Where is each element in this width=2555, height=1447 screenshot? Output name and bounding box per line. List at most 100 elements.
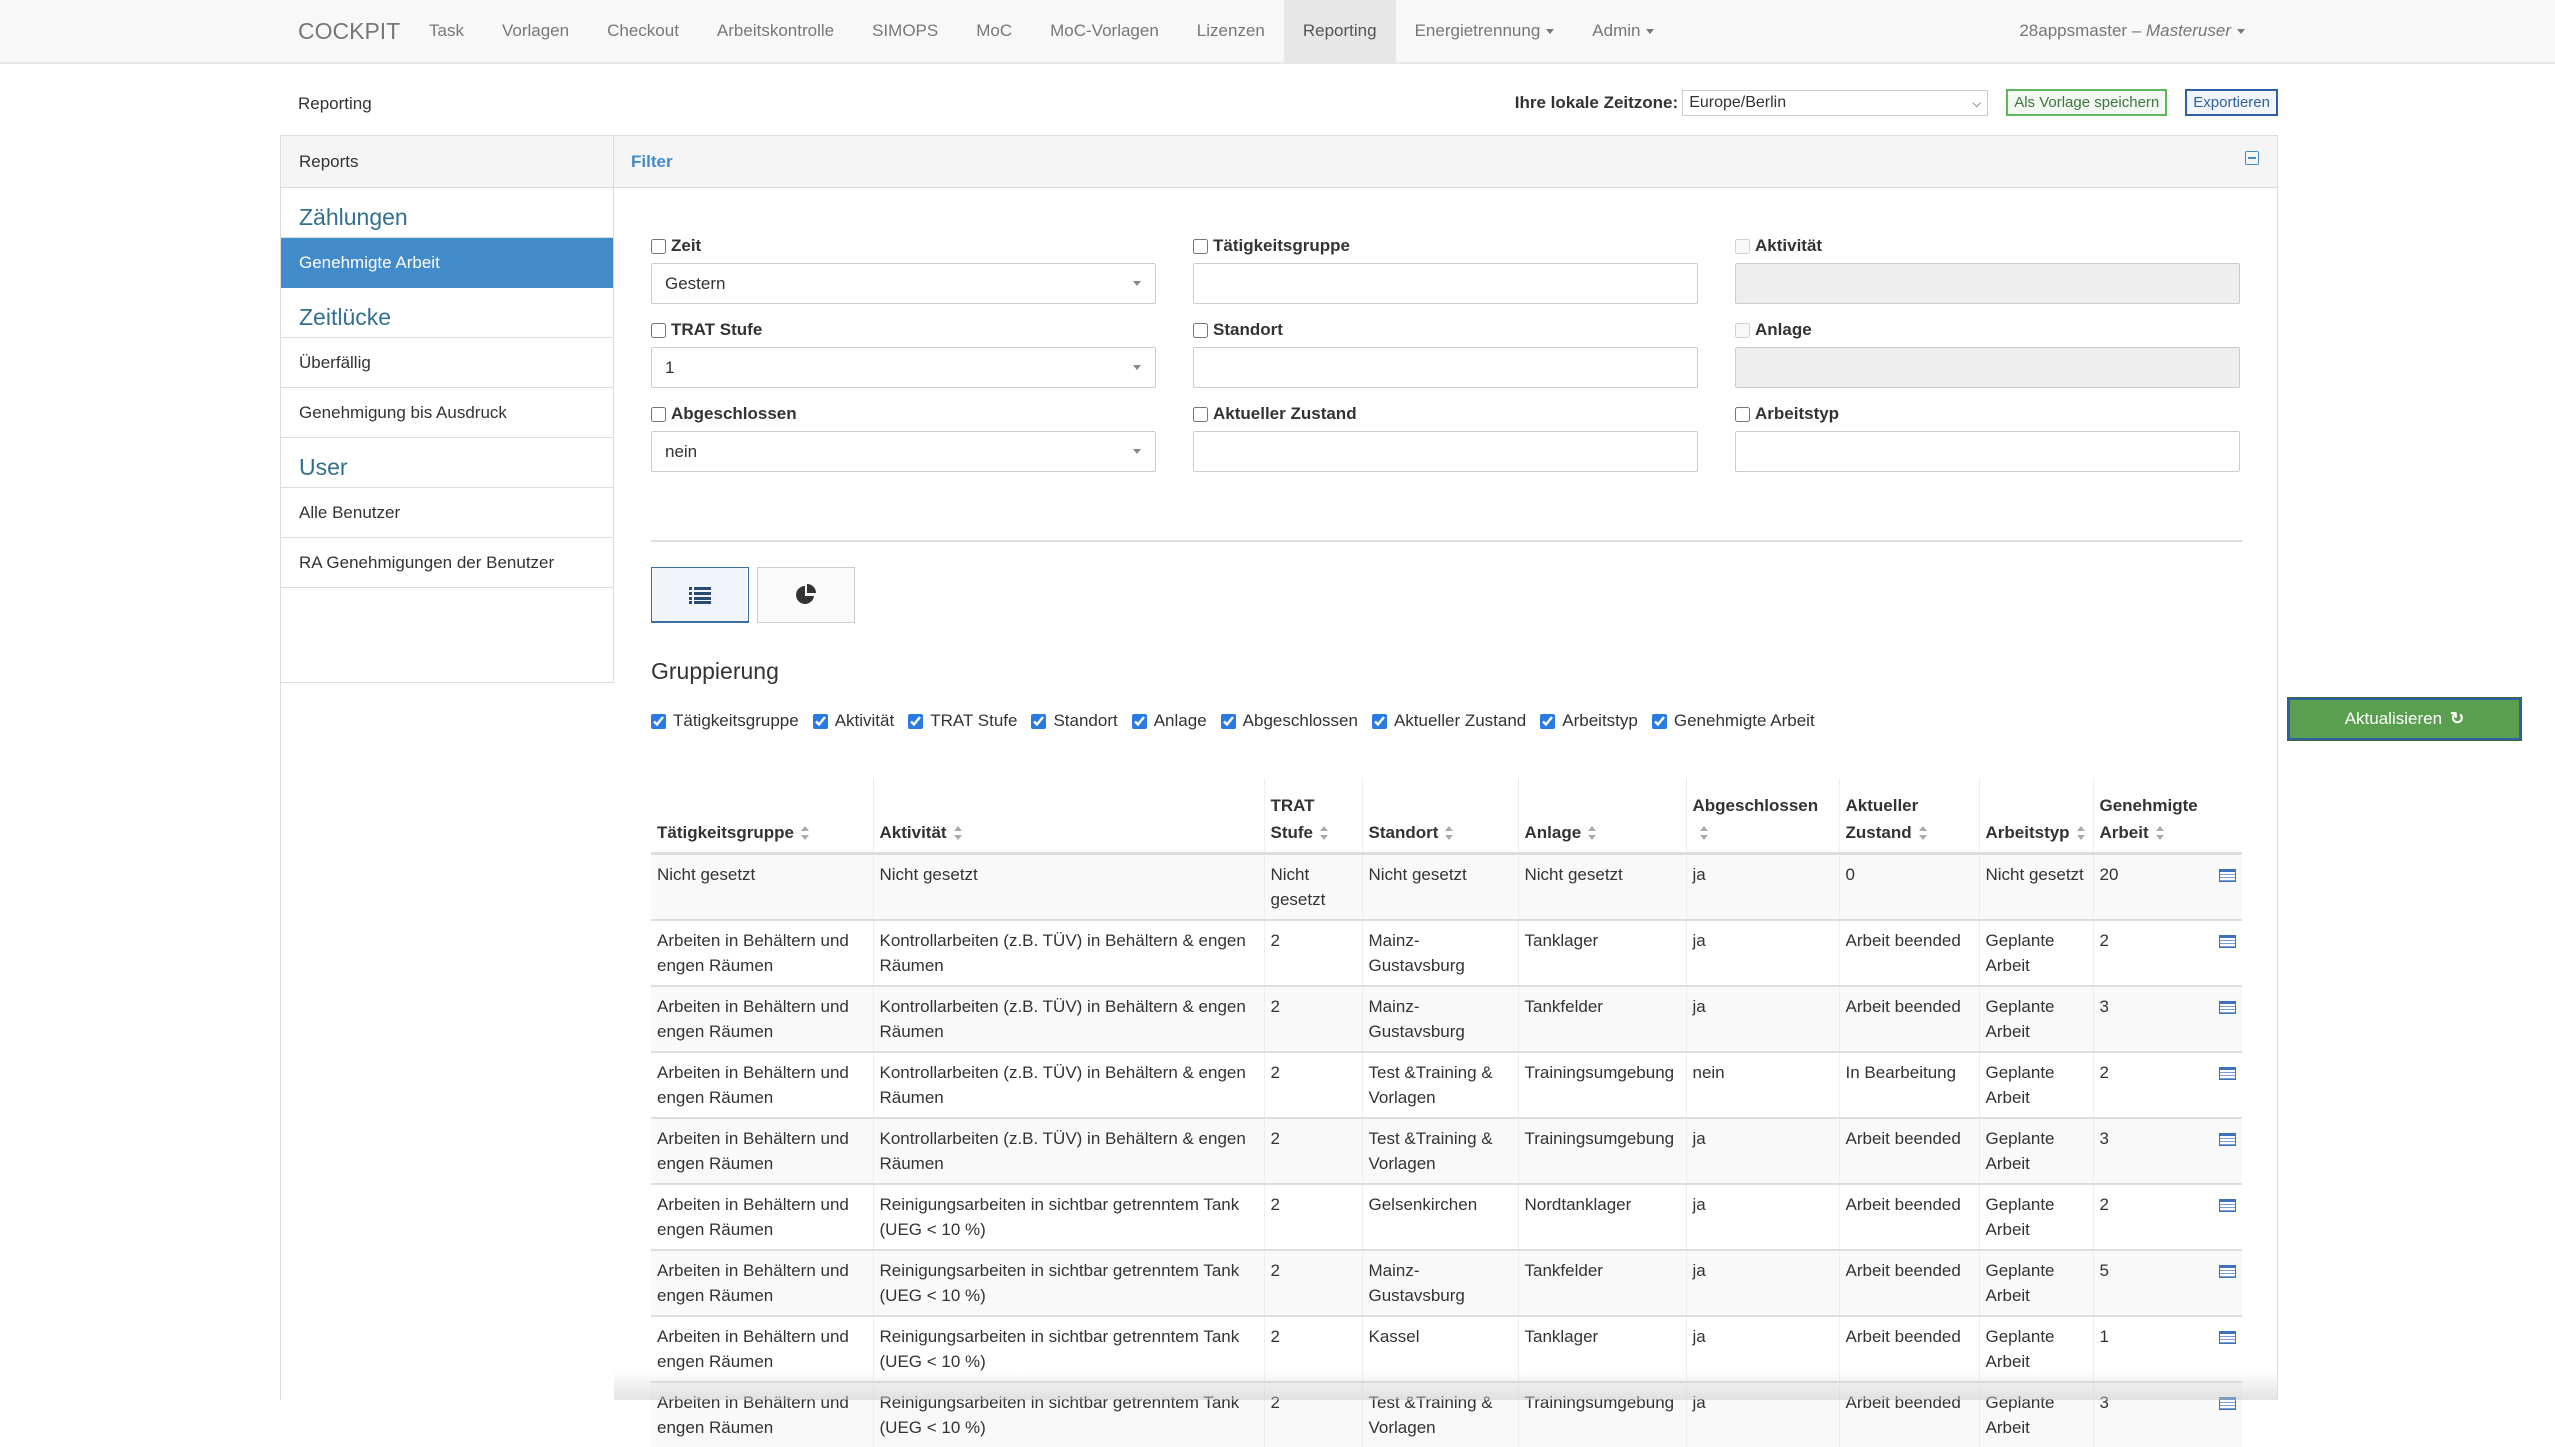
cell-text: Nicht gesetzt [1985, 864, 2084, 884]
column-header[interactable]: Genehmigte Arbeit [2092, 778, 2242, 855]
table-cell: 2 [1263, 1182, 1362, 1250]
grouping-option[interactable]: Tätigkeitsgruppe [651, 711, 799, 731]
table-detail-icon[interactable] [2219, 868, 2236, 882]
nav-item-simops[interactable]: SIMOPS [853, 0, 957, 62]
filter-checkbox[interactable] [1193, 406, 1208, 422]
filter-select[interactable]: nein [651, 431, 1156, 472]
grouping-checkbox[interactable] [1131, 713, 1147, 729]
grouping-checkbox[interactable] [1031, 713, 1047, 729]
filter-checkbox[interactable] [1735, 322, 1750, 338]
sort-icon[interactable] [1320, 826, 1328, 841]
table-detail-icon[interactable] [2219, 1264, 2236, 1278]
sort-icon[interactable] [1445, 826, 1454, 841]
sort-icon[interactable] [2076, 826, 2085, 841]
filter-label[interactable]: Zeit [651, 233, 1156, 259]
table-detail-icon[interactable] [2219, 1066, 2236, 1080]
table-cell: Geplante Arbeit [1978, 984, 2093, 1052]
filter-input[interactable] [1193, 347, 1698, 388]
nav-item-vorlagen[interactable]: Vorlagen [483, 0, 588, 62]
table-detail-icon[interactable] [2219, 1000, 2236, 1014]
filter-checkbox[interactable] [651, 406, 666, 422]
filter-checkbox[interactable] [1193, 322, 1208, 338]
filter-checkbox[interactable] [1735, 406, 1750, 422]
column-header[interactable]: Arbeitstyp [1978, 778, 2093, 855]
filter-label[interactable]: Abgeschlossen [651, 401, 1156, 427]
table-detail-icon[interactable] [2219, 934, 2236, 948]
nav-item-moc-vorlagen[interactable]: MoC-Vorlagen [1031, 0, 1178, 62]
filter-input[interactable] [1193, 431, 1698, 472]
sort-icon[interactable] [2155, 826, 2164, 841]
table-detail-icon[interactable] [2219, 1132, 2236, 1146]
nav-item-moc[interactable]: MoC [957, 0, 1031, 62]
grouping-checkbox[interactable] [1540, 713, 1556, 729]
nav-item-checkout[interactable]: Checkout [588, 0, 698, 62]
column-header[interactable]: Aktueller Zustand [1838, 778, 1979, 855]
table-detail-icon[interactable] [2219, 1330, 2236, 1344]
filter-title: Filter [631, 152, 673, 171]
filter-select[interactable]: 1 [651, 347, 1156, 388]
sidebar-item[interactable]: Genehmigte Arbeit [281, 238, 613, 288]
filter-input[interactable] [1193, 263, 1698, 304]
grouping-checkbox[interactable] [1371, 713, 1387, 729]
sort-icon[interactable] [953, 826, 962, 841]
column-header[interactable]: TRAT Stufe [1263, 778, 1362, 855]
export-button[interactable]: Exportieren [2185, 89, 2278, 116]
filter-checkbox[interactable] [1735, 238, 1750, 254]
nav-item-energietrennung[interactable]: Energietrennung [1396, 0, 1574, 62]
grouping-option[interactable]: TRAT Stufe [908, 711, 1017, 731]
grouping-checkbox[interactable] [1220, 713, 1236, 729]
filter-label[interactable]: Aktueller Zustand [1193, 401, 1698, 427]
grouping-checkbox[interactable] [1651, 713, 1667, 729]
grouping-option[interactable]: Arbeitstyp [1540, 711, 1638, 731]
grouping-option[interactable]: Genehmigte Arbeit [1651, 711, 1815, 731]
nav-item-arbeitskontrolle[interactable]: Arbeitskontrolle [698, 0, 853, 62]
filter-label[interactable]: TRAT Stufe [651, 317, 1156, 343]
nav-item-reporting[interactable]: Reporting [1283, 0, 1396, 62]
brand-logo[interactable]: COCKPIT [298, 18, 401, 44]
grouping-option[interactable]: Aktueller Zustand [1371, 711, 1526, 731]
sort-icon[interactable] [1918, 826, 1927, 841]
column-header[interactable]: Aktivität [872, 778, 1264, 855]
filter-input[interactable] [1735, 431, 2240, 472]
collapse-icon[interactable] [2245, 151, 2259, 165]
grouping-option[interactable]: Abgeschlossen [1220, 711, 1358, 731]
grouping-option[interactable]: Standort [1031, 711, 1118, 731]
filter-label[interactable]: Standort [1193, 317, 1698, 343]
save-template-button[interactable]: Als Vorlage speichern [2006, 89, 2168, 116]
filter-checkbox[interactable] [651, 322, 666, 338]
column-header[interactable]: Standort [1361, 778, 1518, 855]
user-menu[interactable]: 28appsmaster – Masteruser [2019, 0, 2245, 62]
update-button[interactable]: Aktualisieren ↻ [2287, 697, 2522, 741]
sort-icon[interactable] [800, 826, 809, 841]
nav-item-lizenzen[interactable]: Lizenzen [1178, 0, 1284, 62]
filter-label[interactable]: Tätigkeitsgruppe [1193, 233, 1698, 259]
column-header[interactable]: Tätigkeitsgruppe [651, 778, 873, 855]
filter-header[interactable]: Filter [614, 136, 2277, 188]
filter-label[interactable]: Aktivität [1735, 233, 2240, 259]
table-detail-icon[interactable] [2219, 1198, 2236, 1212]
column-header[interactable]: Abgeschlossen [1685, 778, 1839, 855]
sidebar-item[interactable]: RA Genehmigungen der Benutzer [281, 538, 613, 588]
sidebar-item[interactable]: Alle Benutzer [281, 488, 613, 538]
filter-select[interactable]: Gestern [651, 263, 1156, 304]
chart-view-button[interactable] [757, 567, 855, 623]
grouping-checkbox[interactable] [812, 713, 828, 729]
sort-icon[interactable] [1699, 826, 1708, 841]
filter-label[interactable]: Arbeitstyp [1735, 401, 2240, 427]
filter-checkbox[interactable] [651, 238, 666, 254]
column-header[interactable]: Anlage [1517, 778, 1686, 855]
grouping-option[interactable]: Anlage [1131, 711, 1207, 731]
sort-icon[interactable] [1588, 826, 1597, 841]
grouping-option[interactable]: Aktivität [812, 711, 894, 731]
timezone-select[interactable]: Europe/Berlin ⌵ [1682, 89, 1989, 116]
filter-checkbox[interactable] [1193, 238, 1208, 254]
sidebar-item[interactable]: Überfällig [281, 338, 613, 388]
nav-item-task[interactable]: Task [410, 0, 483, 62]
grouping-checkbox[interactable] [908, 713, 924, 729]
grouping-checkbox[interactable] [651, 713, 666, 729]
nav-item-admin[interactable]: Admin [1573, 0, 1673, 62]
filter-label-text: Anlage [1755, 320, 1812, 339]
filter-label[interactable]: Anlage [1735, 317, 2240, 343]
list-view-button[interactable] [651, 567, 749, 623]
sidebar-item[interactable]: Genehmigung bis Ausdruck [281, 388, 613, 438]
